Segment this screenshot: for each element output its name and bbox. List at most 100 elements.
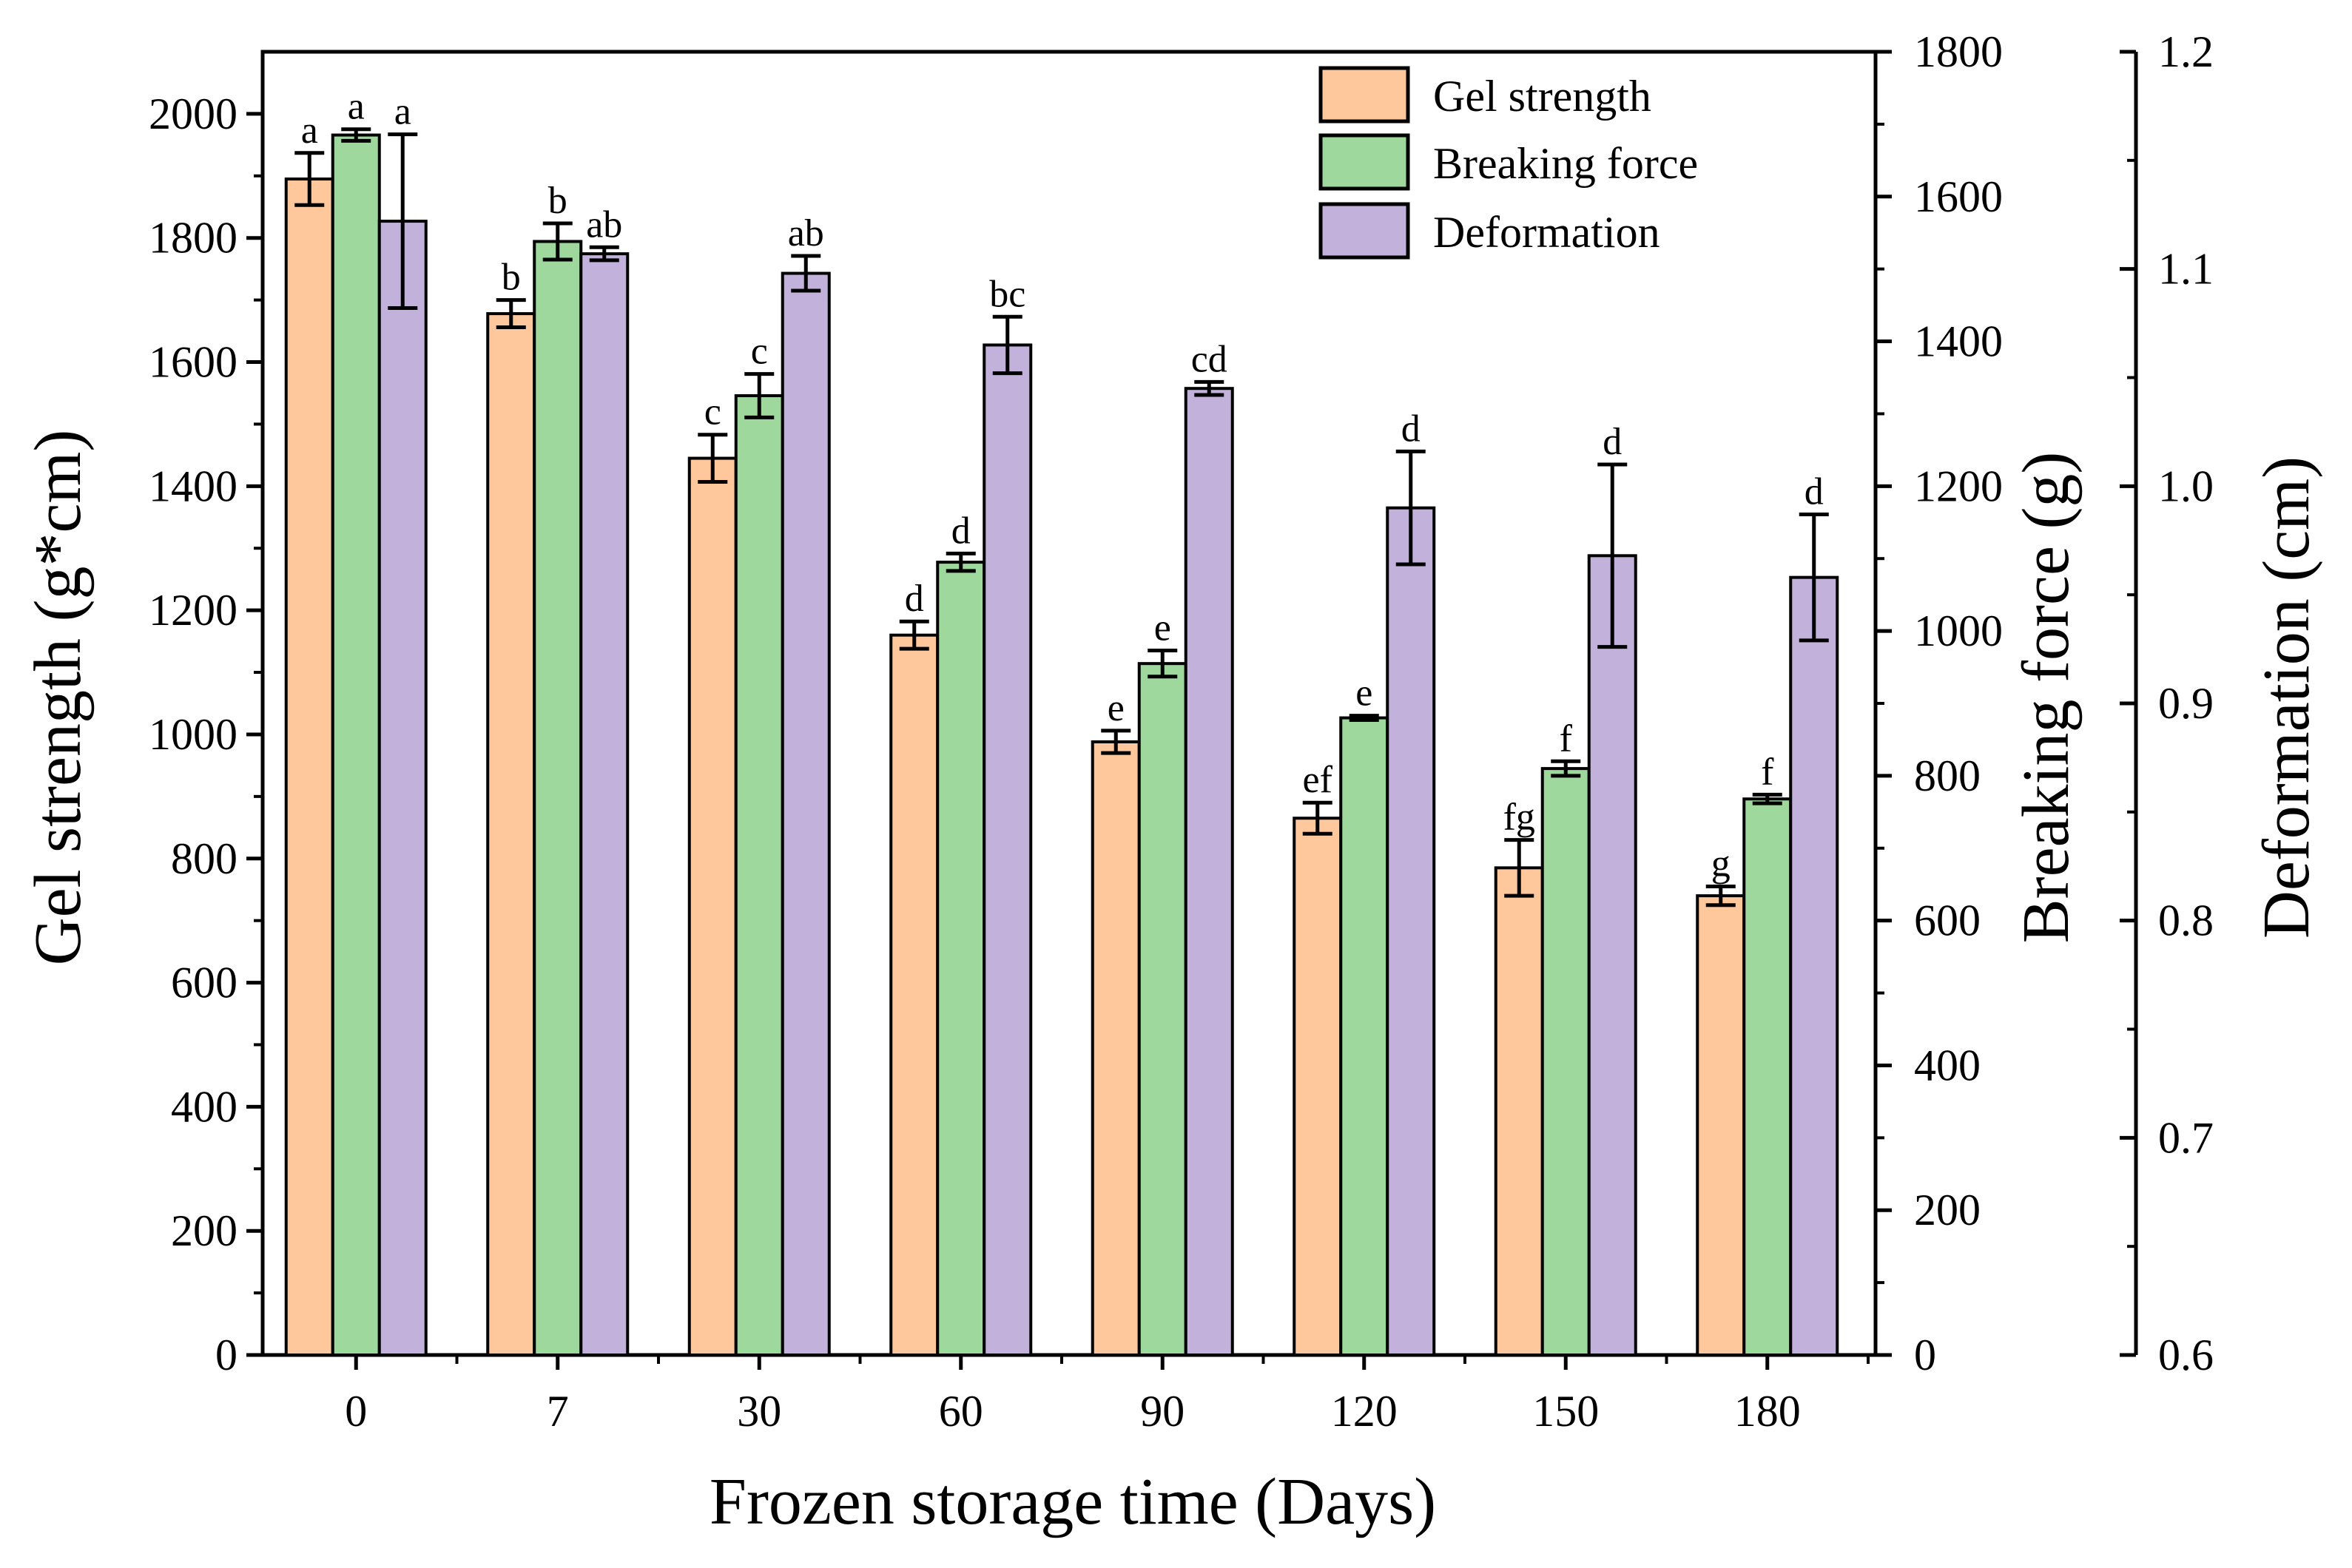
legend-label-breaking-force: Breaking force	[1433, 139, 1698, 188]
error-bar	[1395, 449, 1426, 567]
bar-deformation-120	[1386, 506, 1436, 1357]
legend-swatch-breaking-force	[1318, 133, 1410, 191]
right-axis-title: Breaking force (g)	[2009, 452, 2083, 944]
error-bar	[589, 245, 619, 263]
bar-gel-strength-180	[1696, 894, 1746, 1356]
bar-breaking-force-180	[1742, 797, 1793, 1357]
left-tick-label: 2000	[149, 89, 237, 138]
right-tick-label: 1400	[1914, 317, 2003, 366]
axes-layer: 0200400600800100012001400160018002000020…	[149, 27, 2214, 1436]
x-tick-label: 120	[1331, 1387, 1398, 1436]
deformation-tick-label: 1.2	[2158, 27, 2214, 76]
bar-breaking-force-150	[1540, 767, 1591, 1356]
error-bar	[1194, 379, 1224, 397]
deformation-tick-label: 0.7	[2158, 1113, 2214, 1162]
error-bar	[341, 127, 371, 143]
error-bar	[744, 372, 775, 419]
deformation-tick-label: 1.1	[2158, 245, 2214, 294]
bar-breaking-force-60	[936, 561, 986, 1356]
bar-deformation-7	[579, 252, 630, 1356]
significance-letter: g	[1711, 843, 1731, 885]
significance-letter: a	[301, 109, 318, 152]
x-axis-title: Frozen storage time (Days)	[710, 1465, 1436, 1538]
bar-gel-strength-0	[284, 178, 334, 1356]
significance-letter: d	[1603, 421, 1622, 463]
error-bar	[542, 221, 573, 262]
left-tick-label: 0	[215, 1331, 237, 1379]
error-bar	[946, 551, 976, 573]
significance-letter: c	[751, 331, 768, 373]
error-bar	[1551, 759, 1581, 778]
error-bar	[1101, 729, 1131, 755]
left-tick-label: 1200	[149, 586, 237, 635]
error-bar	[388, 132, 418, 311]
x-tick-label: 0	[345, 1387, 367, 1436]
right-tick-label: 800	[1914, 751, 1981, 800]
right-tick-label: 1000	[1914, 606, 2003, 655]
significance-letter: a	[394, 91, 411, 133]
bar-deformation-180	[1789, 575, 1839, 1356]
x-tick-label: 180	[1734, 1387, 1801, 1436]
x-tick-label: 150	[1532, 1387, 1599, 1436]
error-bar	[992, 314, 1022, 376]
significance-letter: f	[1560, 717, 1573, 760]
right-tick-label: 400	[1914, 1041, 1981, 1089]
error-bar	[791, 254, 821, 293]
error-bar	[1705, 885, 1736, 908]
significance-letter: d	[1805, 471, 1824, 513]
deformation-axis-title: Deformation (cm)	[2250, 456, 2323, 939]
right-tick-label: 1200	[1914, 462, 2003, 510]
left-tick-label: 600	[171, 959, 237, 1007]
bar-gel-strength-150	[1494, 866, 1544, 1357]
error-bar	[1504, 838, 1534, 898]
x-tick-label: 60	[939, 1387, 983, 1436]
left-tick-label: 1400	[149, 462, 237, 510]
bar-gel-strength-7	[486, 312, 536, 1356]
significance-letter: b	[548, 180, 567, 222]
significance-letter: d	[1401, 408, 1421, 450]
error-bars-layer	[294, 127, 1829, 908]
x-tick-label: 30	[737, 1387, 781, 1436]
left-tick-label: 1600	[149, 338, 237, 387]
right-tick-label: 1800	[1914, 27, 2003, 76]
deformation-tick-label: 0.6	[2158, 1331, 2214, 1379]
left-tick-label: 1800	[149, 214, 237, 263]
error-bar	[1597, 462, 1628, 649]
left-tick-label: 200	[171, 1206, 237, 1255]
legend: Gel strength Breaking force Deformation	[1318, 66, 1698, 260]
bar-gel-strength-90	[1091, 740, 1141, 1356]
left-tick-label: 1000	[149, 710, 237, 759]
bars-layer	[284, 133, 1839, 1357]
bar-deformation-30	[781, 271, 831, 1356]
bar-deformation-60	[983, 343, 1033, 1357]
bar-gel-strength-60	[889, 633, 940, 1356]
bar-gel-strength-120	[1293, 817, 1343, 1356]
bar-gel-strength-30	[687, 456, 738, 1356]
error-bar	[496, 298, 526, 330]
bar-breaking-force-0	[331, 133, 381, 1356]
error-bar	[294, 151, 325, 207]
x-tick-label: 90	[1140, 1387, 1185, 1436]
right-tick-label: 0	[1914, 1331, 1936, 1379]
legend-label-gel-strength: Gel strength	[1433, 72, 1651, 121]
significance-letter: fg	[1503, 797, 1535, 839]
error-bar	[1799, 513, 1829, 643]
error-bar	[1302, 800, 1332, 836]
left-tick-label: 800	[171, 834, 237, 883]
significance-letter: cd	[1191, 338, 1227, 380]
significance-letter: e	[1355, 672, 1372, 714]
significance-letter: e	[1108, 687, 1125, 729]
error-bar	[1148, 649, 1178, 679]
legend-swatch-deformation	[1318, 202, 1410, 260]
bar-deformation-150	[1587, 554, 1637, 1356]
significance-letter: ef	[1303, 759, 1333, 801]
right-tick-label: 1600	[1914, 172, 2003, 221]
significance-letter: ab	[586, 203, 622, 246]
left-tick-label: 400	[171, 1082, 237, 1131]
significance-letter: b	[502, 257, 521, 299]
error-bar	[899, 619, 929, 651]
left-axis-title: Gel strength (g*cm)	[21, 430, 95, 966]
bar-breaking-force-90	[1137, 662, 1187, 1356]
significance-letter: c	[704, 391, 721, 433]
